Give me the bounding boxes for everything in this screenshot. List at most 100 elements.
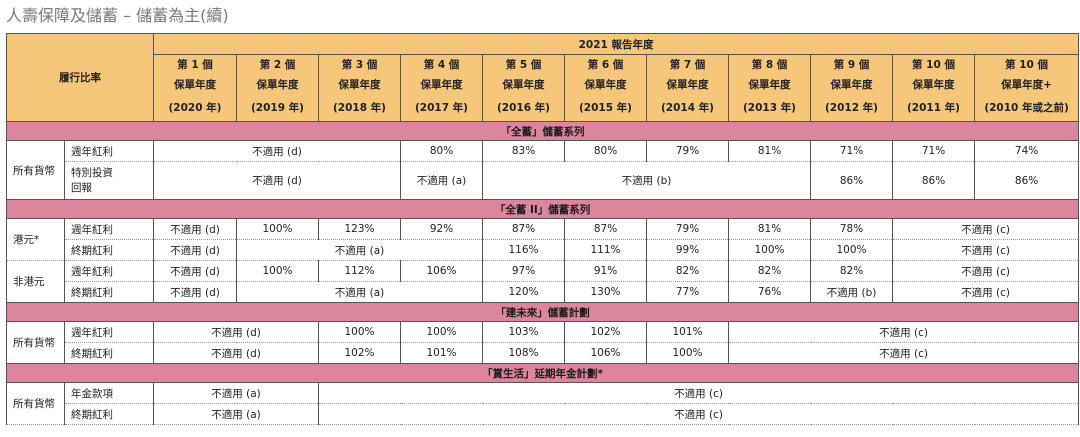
value-cell: 102%	[318, 342, 401, 364]
column-policy-year: 第 9 個	[810, 54, 893, 75]
value-cell: 102%	[564, 321, 647, 343]
value-cell: 112%	[318, 260, 401, 282]
metric-cell: 週年紅利	[64, 140, 154, 162]
column-year: (2012 年)	[810, 94, 893, 122]
column-policy-label: 保單年度	[564, 74, 647, 95]
value-cell: 不適用 (d)	[153, 140, 401, 162]
value-cell: 不適用 (a)	[236, 239, 483, 261]
value-cell: 不適用 (c)	[891, 260, 1080, 282]
column-year: (2016 年)	[482, 94, 565, 122]
currency-cell: 非港元	[6, 260, 65, 303]
value-cell: 不適用 (c)	[891, 218, 1080, 240]
value-cell: 111%	[564, 239, 647, 261]
value-cell: 不適用 (b)	[482, 161, 811, 200]
value-cell: 130%	[564, 281, 647, 303]
value-cell: 不適用 (a)	[236, 281, 483, 303]
value-cell: 不適用 (a)	[153, 403, 319, 425]
column-policy-label: 保單年度	[153, 74, 237, 95]
column-policy-label: 保單年度	[482, 74, 565, 95]
value-cell: 100%	[810, 239, 893, 261]
value-cell: 91%	[564, 260, 647, 282]
column-policy-label: 保單年度	[810, 74, 893, 95]
value-cell: 不適用 (c)	[891, 281, 1080, 303]
table-row: 終期紅利 不適用 (d) 102% 101% 108% 106% 100% 不適用 (c)	[7, 342, 1080, 364]
value-cell: 不適用 (d)	[153, 342, 319, 364]
column-policy-label: 保單年度	[236, 74, 319, 95]
value-cell: 81%	[728, 218, 811, 240]
column-policy-year: 第 1 個	[153, 54, 237, 75]
column-policy-label: 保單年度+	[973, 74, 1080, 95]
report-year-header: 2021 報告年度	[152, 33, 1080, 55]
value-cell: 106%	[564, 342, 647, 364]
table-row: 終期紅利 不適用 (a) 不適用 (c)	[7, 403, 1080, 425]
value-cell: 123%	[318, 218, 401, 240]
column-year: (2010 年或之前)	[973, 94, 1080, 122]
table-row: 終期紅利 不適用 (d) 不適用 (a) 120% 130% 77% 76% 不適用 (b) 不…	[7, 281, 1080, 303]
value-cell: 101%	[646, 321, 729, 343]
metric-cell: 特別投資 回報	[64, 161, 154, 200]
column-policy-year: 第 10 個	[892, 54, 975, 75]
value-cell: 71%	[892, 140, 975, 162]
metric-cell: 終期紅利	[64, 281, 154, 303]
section-title: 「全蓄」儲蓄系列	[5, 121, 1080, 141]
column-year: (2013 年)	[728, 94, 811, 122]
column-policy-label: 保單年度	[892, 74, 975, 95]
column-policy-year: 第 10 個	[973, 54, 1080, 75]
column-policy-year: 第 4 個	[400, 54, 483, 75]
column-year: (2020 年)	[153, 94, 237, 122]
value-cell: 78%	[810, 218, 893, 240]
column-year: (2019 年)	[236, 94, 319, 122]
value-cell: 76%	[728, 281, 811, 303]
metric-cell: 週年紅利	[64, 260, 154, 282]
value-cell: 79%	[646, 140, 729, 162]
value-cell: 77%	[646, 281, 729, 303]
value-cell: 97%	[482, 260, 565, 282]
value-cell: 86%	[892, 161, 975, 200]
value-cell: 82%	[810, 260, 893, 282]
value-cell: 108%	[482, 342, 565, 364]
column-policy-label: 保單年度	[318, 74, 401, 95]
column-year: (2011 年)	[892, 94, 975, 122]
currency-cell: 港元*	[6, 218, 65, 261]
value-cell: 82%	[728, 260, 811, 282]
value-cell: 87%	[564, 218, 647, 240]
value-cell: 116%	[482, 239, 565, 261]
fulfillment-ratio-table: 履行比率 2021 報告年度 第 1 個第 2 個第 3 個第 4 個第 5 個…	[5, 33, 1080, 425]
column-policy-label: 保單年度	[646, 74, 729, 95]
column-policy-year: 第 6 個	[564, 54, 647, 75]
column-year: (2017 年)	[400, 94, 483, 122]
column-policy-year: 第 5 個	[482, 54, 565, 75]
metric-cell: 週年紅利	[64, 218, 154, 240]
column-policy-year: 第 7 個	[646, 54, 729, 75]
value-cell: 86%	[973, 161, 1080, 200]
value-cell: 不適用 (d)	[153, 239, 237, 261]
value-cell: 不適用 (d)	[153, 260, 237, 282]
value-cell: 100%	[236, 218, 319, 240]
value-cell: 74%	[973, 140, 1080, 162]
value-cell: 71%	[810, 140, 893, 162]
column-policy-label: 保單年度	[728, 74, 811, 95]
value-cell: 120%	[482, 281, 565, 303]
column-year: (2015 年)	[564, 94, 647, 122]
value-cell: 不適用 (c)	[317, 382, 1080, 404]
currency-cell: 所有貨幣	[6, 382, 65, 425]
value-cell: 不適用 (c)	[891, 239, 1080, 261]
table-row: 所有貨幣 週年紅利 不適用 (d) 80% 83% 80% 79% 81% 71% 71% 74%	[6, 140, 1080, 200]
section-title: 「全蓄 II」儲蓄系列	[5, 199, 1080, 219]
value-cell: 100%	[318, 321, 401, 343]
value-cell: 81%	[728, 140, 811, 162]
value-cell: 100%	[646, 342, 729, 364]
metric-cell: 週年紅利	[64, 321, 154, 343]
section-title: 「建未來」儲蓄計劃	[5, 302, 1080, 322]
value-cell: 不適用 (c)	[727, 321, 1080, 343]
table-row: 港元* 週年紅利 不適用 (d) 100% 123% 92% 87% 87% 79% 81% 78%…	[6, 218, 1080, 261]
currency-cell: 所有貨幣	[6, 140, 65, 200]
metric-cell: 終期紅利	[64, 403, 154, 425]
metric-cell: 終期紅利	[64, 342, 154, 364]
section-title: 「賞生活」延期年金計劃*	[5, 363, 1080, 383]
value-cell: 101%	[400, 342, 483, 364]
column-policy-year: 第 2 個	[236, 54, 319, 75]
page-title: 人壽保障及儲蓄 – 儲蓄為主(續)	[6, 6, 229, 25]
value-cell: 100%	[400, 321, 483, 343]
value-cell: 不適用 (a)	[153, 382, 319, 404]
